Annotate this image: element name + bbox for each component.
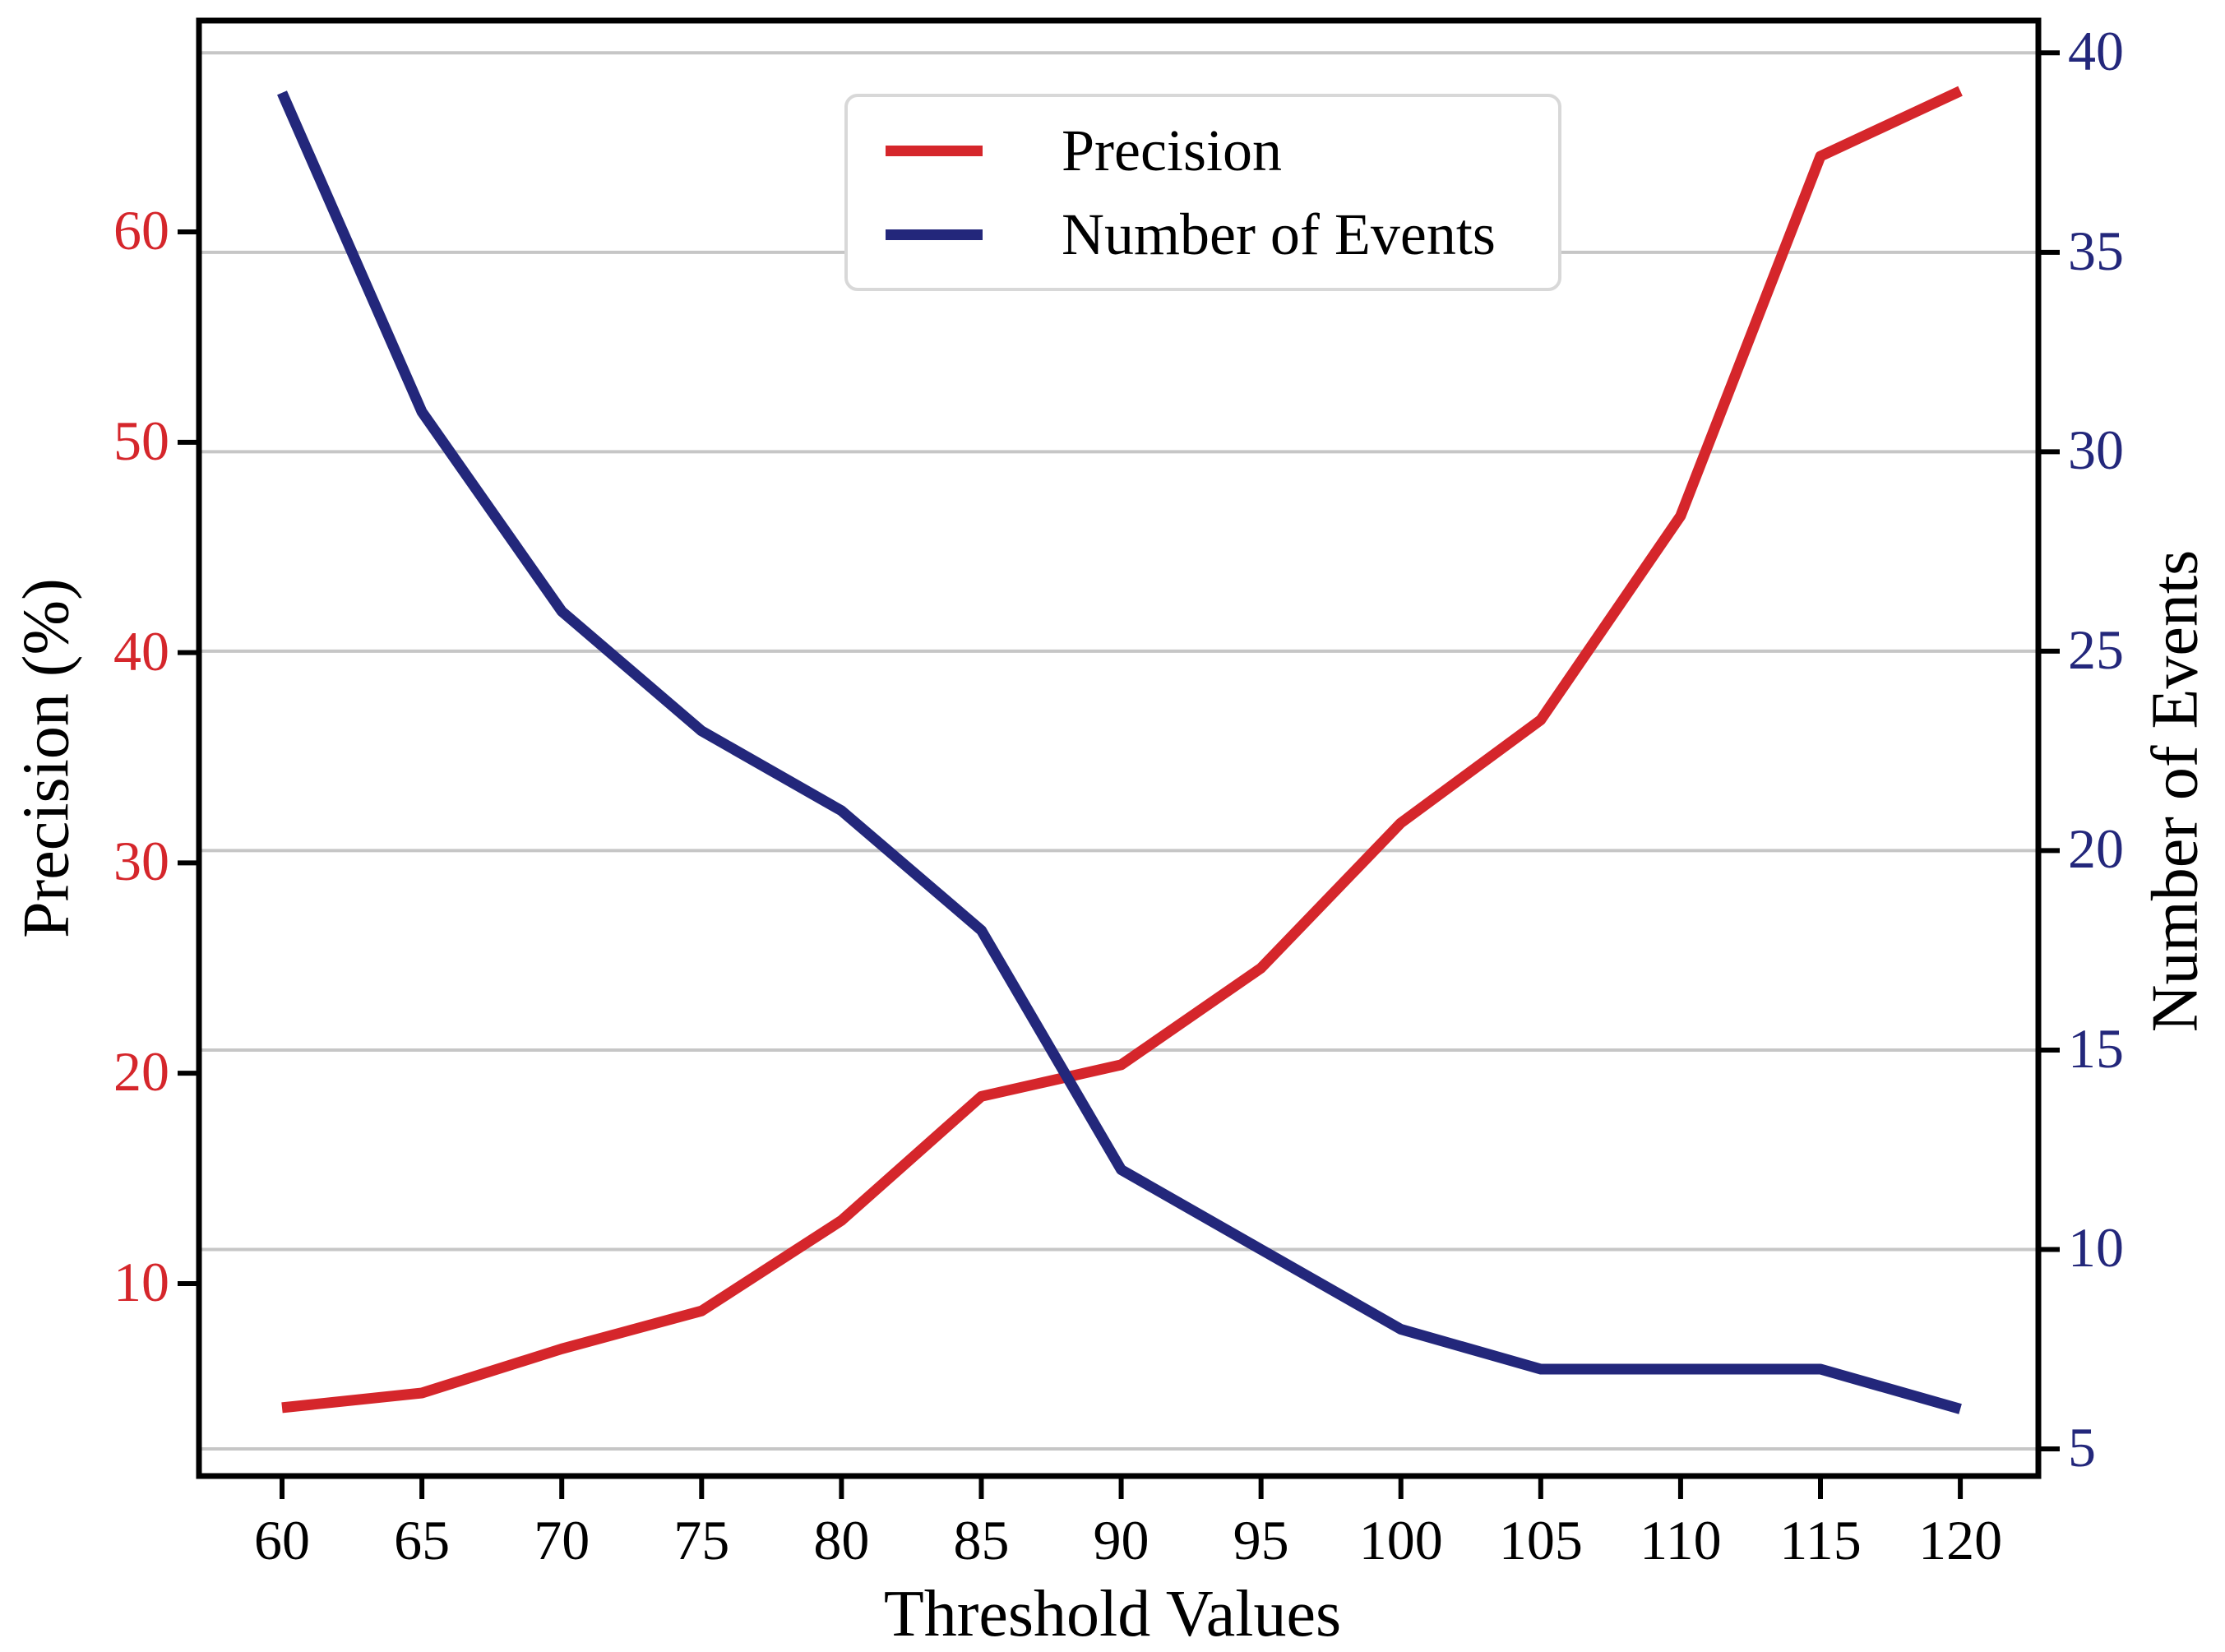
x-axis-tick-label: 115 — [1779, 1509, 1862, 1571]
precision-line — [281, 86, 1963, 1414]
legend-item-events: Number of Events — [848, 197, 1558, 271]
precision-line-swatch — [886, 145, 983, 156]
x-axis-tick-label: 80 — [813, 1509, 870, 1571]
x-axis-tick-label: 110 — [1640, 1509, 1722, 1571]
right-axis-tick-label: 25 — [2068, 618, 2124, 681]
right-axis-tick-label: 35 — [2068, 219, 2124, 282]
legend-item-precision: Precision — [848, 113, 1558, 187]
x-axis-tick-label: 100 — [1358, 1509, 1443, 1571]
x-axis-tick-label: 120 — [1918, 1509, 2003, 1571]
right-axis-tick-label: 10 — [2068, 1216, 2124, 1279]
x-axis-tick-label: 95 — [1233, 1509, 1289, 1571]
x-axis-tick-label: 65 — [394, 1509, 451, 1571]
left-y-axis-label: Precision (%) — [10, 578, 83, 938]
legend-label-events: Number of Events — [1062, 201, 1496, 267]
x-axis-tick-label: 75 — [673, 1509, 730, 1571]
x-axis-tick-label: 105 — [1498, 1509, 1583, 1571]
left-axis-tick-label: 50 — [113, 409, 169, 472]
legend: Precision Number of Events — [844, 94, 1561, 291]
right-y-axis-label: Number of Events — [2139, 549, 2212, 1033]
events-line — [277, 90, 1962, 1414]
x-axis-tick-label: 85 — [953, 1509, 1010, 1571]
right-axis-tick-label: 30 — [2068, 419, 2124, 482]
left-axis-tick-label: 30 — [113, 830, 169, 893]
left-axis-tick-label: 40 — [113, 619, 169, 683]
x-axis-tick-label: 70 — [534, 1509, 590, 1571]
x-axis-tick-label: 90 — [1093, 1509, 1150, 1571]
tick-marks — [178, 50, 2060, 1499]
plot-frame — [196, 17, 2042, 1479]
legend-label-precision: Precision — [1062, 117, 1282, 183]
right-axis-tick-label: 40 — [2068, 20, 2124, 83]
right-axis-tick-label: 20 — [2068, 817, 2124, 881]
right-axis-tick-label: 5 — [2068, 1416, 2096, 1479]
events-line-swatch — [886, 229, 983, 240]
data-series — [277, 86, 1963, 1414]
left-axis-tick-label: 60 — [113, 199, 169, 262]
left-axis-tick-label: 10 — [113, 1250, 169, 1313]
x-axis-label: Threshold Values — [883, 1578, 1342, 1650]
gridlines — [199, 51, 2038, 1451]
right-axis-tick-label: 15 — [2068, 1016, 2124, 1080]
left-axis-tick-label: 20 — [113, 1040, 169, 1104]
x-axis-tick-label: 60 — [254, 1509, 311, 1571]
